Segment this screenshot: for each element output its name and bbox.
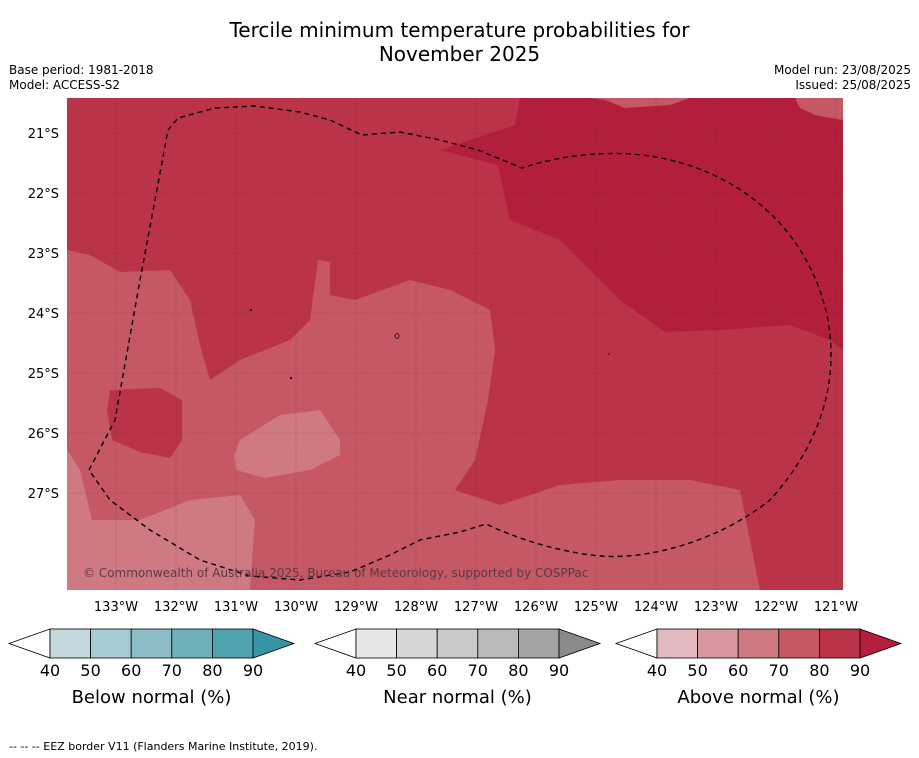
issued-date: Issued: 25/08/2025 bbox=[795, 78, 911, 92]
colorbar-over-triangle bbox=[558, 628, 602, 659]
colorbar-segment bbox=[90, 628, 132, 659]
colorbar-label: Above normal (%) bbox=[677, 687, 839, 708]
colorbar-segment bbox=[436, 628, 479, 659]
region-80-90 bbox=[440, 98, 843, 350]
colorbar-segment bbox=[396, 628, 438, 659]
lat-label: 22°S bbox=[28, 187, 59, 202]
colorbar-tick: 70 bbox=[769, 661, 789, 680]
colorbar-under-triangle bbox=[313, 628, 357, 659]
meta-right: Model run: 23/08/2025 Issued: 25/08/2025 bbox=[774, 63, 911, 93]
lon-label: 126°W bbox=[514, 600, 558, 615]
colorbar-segment bbox=[49, 628, 91, 659]
colorbar-segment bbox=[697, 628, 739, 659]
colorbar: 40 50 60 70 80 90 Above normal (%) bbox=[614, 628, 903, 708]
base-period: Base period: 1981-2018 bbox=[9, 63, 154, 77]
region-70-80-patch bbox=[107, 388, 182, 458]
latitude-labels: 21°S 22°S 23°S 24°S 25°S 26°S 27°S bbox=[28, 127, 59, 502]
colorbar-segment bbox=[518, 628, 560, 659]
colorbar-tick: 90 bbox=[243, 661, 263, 680]
colorbar-tick: 60 bbox=[427, 661, 447, 680]
region-60-70-top bbox=[590, 98, 690, 108]
lon-label: 123°W bbox=[694, 600, 738, 615]
colorbar: 40 50 60 70 80 90 Near normal (%) bbox=[313, 628, 602, 708]
map-copyright: © Commonwealth of Australia 2025, Bureau… bbox=[83, 566, 588, 580]
colorbar-tick: 70 bbox=[468, 661, 488, 680]
model-name: Model: ACCESS-S2 bbox=[9, 78, 121, 92]
colorbar-over-triangle bbox=[252, 628, 296, 659]
colorbar-under-triangle bbox=[7, 628, 51, 659]
lat-label: 21°S bbox=[28, 127, 59, 142]
colorbar-under-triangle bbox=[614, 628, 658, 659]
islands bbox=[250, 309, 610, 379]
colorbar-tick: 60 bbox=[728, 661, 748, 680]
colorbar-tick: 80 bbox=[508, 661, 528, 680]
colorbar-over-triangle bbox=[859, 628, 903, 659]
colorbar-segment bbox=[171, 628, 213, 659]
lat-label: 26°S bbox=[28, 427, 59, 442]
colorbar-tick: 50 bbox=[687, 661, 707, 680]
region-50-60-a bbox=[67, 450, 255, 590]
lon-label: 129°W bbox=[334, 600, 378, 615]
colorbar-segment bbox=[819, 628, 861, 659]
lat-label: 24°S bbox=[28, 307, 59, 322]
colorbar-label: Near normal (%) bbox=[383, 687, 532, 708]
colorbar-tick: 80 bbox=[809, 661, 829, 680]
lat-label: 27°S bbox=[28, 487, 59, 502]
lon-label: 130°W bbox=[274, 600, 318, 615]
region-60-70-east bbox=[795, 98, 843, 120]
lat-label: 25°S bbox=[28, 367, 59, 382]
eez-border bbox=[88, 105, 832, 581]
colorbar-segment bbox=[130, 628, 173, 659]
lon-label: 128°W bbox=[394, 600, 438, 615]
lon-label: 133°W bbox=[94, 600, 138, 615]
meta-left: Base period: 1981-2018 Model: ACCESS-S2 bbox=[9, 63, 154, 93]
lon-label: 131°W bbox=[214, 600, 258, 615]
colorbar-segment bbox=[656, 628, 698, 659]
colorbar-tick: 90 bbox=[549, 661, 569, 680]
lon-label: 124°W bbox=[634, 600, 678, 615]
longitude-labels: 133°W 132°W 131°W 130°W 129°W 128°W 127°W 126°W… bbox=[94, 600, 858, 615]
colorbar-tick: 40 bbox=[40, 661, 60, 680]
colorbar-tick: 90 bbox=[850, 661, 870, 680]
lon-label: 125°W bbox=[574, 600, 618, 615]
title-line-2: November 2025 bbox=[378, 42, 541, 66]
colorbar-tick: 50 bbox=[80, 661, 100, 680]
colorbar-tick: 70 bbox=[162, 661, 182, 680]
colorbar: 40 50 60 70 80 90 Below normal (%) bbox=[7, 628, 296, 708]
colorbar-segment bbox=[211, 628, 254, 659]
lat-label: 23°S bbox=[28, 247, 59, 262]
lon-label: 127°W bbox=[454, 600, 498, 615]
colorbar-label: Below normal (%) bbox=[72, 687, 232, 708]
map-shading bbox=[67, 98, 843, 590]
colorbar-tick: 60 bbox=[121, 661, 141, 680]
colorbars: 40 50 60 70 80 90 Below normal (%) 40 50 60 70 80 90… bbox=[7, 628, 903, 708]
model-run: Model run: 23/08/2025 bbox=[773, 63, 911, 77]
lon-label: 122°W bbox=[754, 600, 798, 615]
colorbar-segment bbox=[355, 628, 397, 659]
lon-label: 132°W bbox=[154, 600, 198, 615]
grid-lines bbox=[67, 98, 843, 590]
colorbar-tick: 40 bbox=[346, 661, 366, 680]
title-line-1: Tercile minimum temperature probabilitie… bbox=[229, 18, 690, 42]
colorbar-tick: 50 bbox=[386, 661, 406, 680]
colorbar-segment bbox=[737, 628, 780, 659]
eez-footnote: -- -- -- EEZ border V11 (Flanders Marine… bbox=[9, 740, 318, 753]
colorbar-segment bbox=[477, 628, 519, 659]
region-50-60-b bbox=[234, 410, 340, 478]
colorbar-segment bbox=[778, 628, 820, 659]
colorbar-tick: 80 bbox=[202, 661, 222, 680]
lon-label: 121°W bbox=[814, 600, 858, 615]
chart-title: Tercile minimum temperature probabilitie… bbox=[0, 18, 919, 66]
colorbar-tick: 40 bbox=[647, 661, 667, 680]
